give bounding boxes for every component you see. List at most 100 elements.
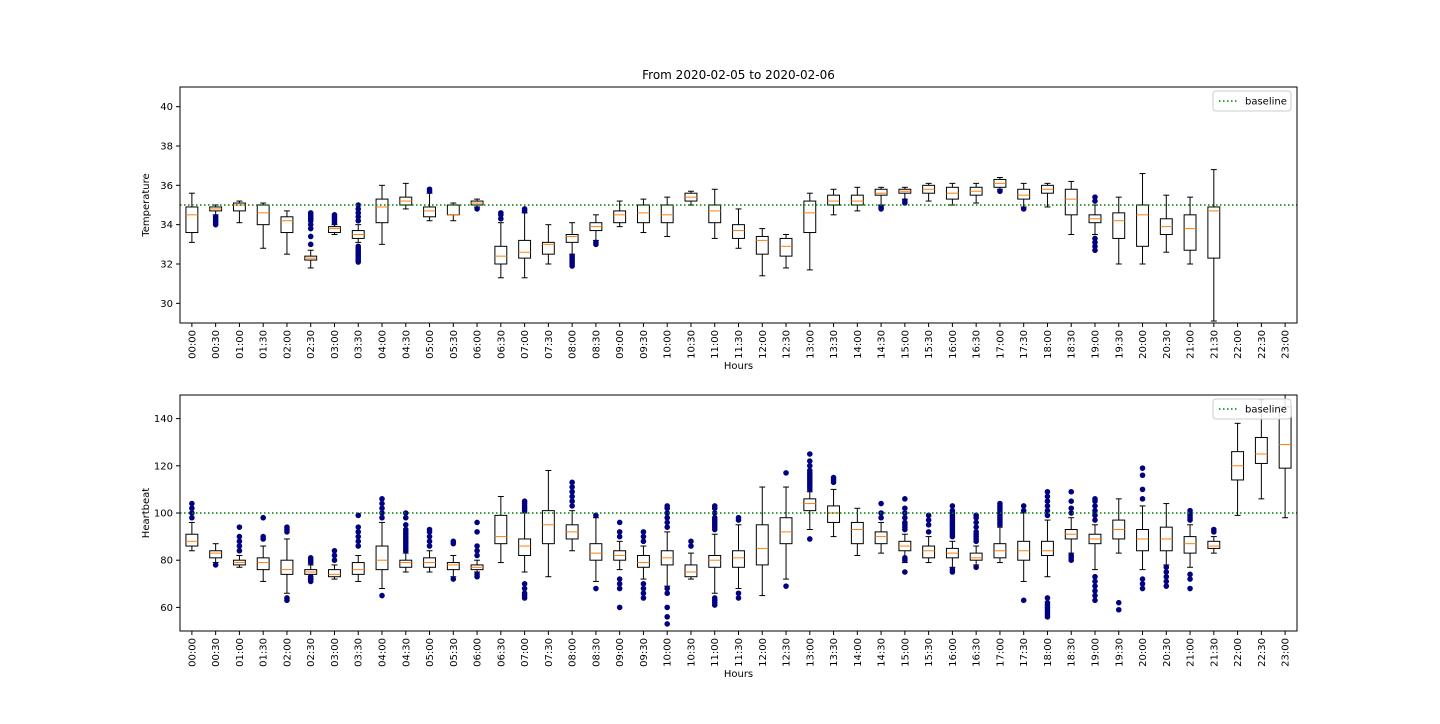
flier-point — [260, 514, 266, 521]
heartbeat-panel: Heartbeat Hours 60 80 100 120 140 00:00 00:30 01:… — [141, 394, 1298, 680]
heartbeat-box-0630 — [494, 495, 508, 564]
flier-point — [379, 592, 385, 599]
temperature-box-0500 — [423, 186, 436, 222]
heartbeat-x-tick-label: 17:00 — [995, 638, 1006, 667]
temperature-x-tick-label: 09:00 — [615, 330, 626, 359]
flier-point — [1044, 498, 1051, 505]
heartbeat-x-tick-label: 02:00 — [282, 638, 293, 667]
box-iqr — [874, 188, 888, 196]
box-iqr — [589, 543, 603, 561]
flier-point — [1187, 507, 1193, 514]
heartbeat-box-1300 — [803, 451, 817, 542]
flier-point — [616, 529, 623, 535]
flier-point — [189, 500, 195, 507]
box-iqr — [732, 224, 745, 239]
heartbeat-box-1230 — [779, 470, 793, 589]
temperature-box-0900 — [613, 200, 627, 228]
heartbeat-x-tick-label: 17:30 — [1019, 638, 1030, 667]
temperature-box-1800 — [1041, 182, 1054, 208]
flier-point — [474, 571, 480, 578]
temperature-x-tick-label: 00:00 — [187, 330, 198, 359]
flier-point — [355, 533, 362, 540]
flier-point — [1139, 496, 1146, 502]
legend-frame — [1212, 90, 1292, 112]
temperature-x-tick-label: 07:30 — [544, 330, 555, 359]
temperature-x-tick-label: 17:00 — [995, 330, 1006, 359]
heartbeat-box-1900 — [1088, 496, 1102, 604]
box-iqr — [1254, 436, 1268, 464]
temperature-x-tick-label: 05:00 — [425, 330, 436, 359]
temperature-y-tick-label: 36 — [160, 181, 173, 192]
flier-point — [236, 547, 243, 554]
box-iqr — [1207, 540, 1221, 549]
flier-point — [569, 493, 575, 500]
heartbeat-x-tick-label: 04:30 — [401, 638, 412, 667]
box-iqr — [708, 204, 722, 224]
flier-point — [379, 500, 385, 507]
heartbeat-box-1100 — [708, 503, 722, 608]
temperature-box-0100 — [232, 200, 246, 224]
heartbeat-box-0430 — [399, 510, 413, 573]
temperature-x-tick-label: 02:00 — [282, 330, 293, 359]
flier-point — [973, 524, 979, 530]
heartbeat-legend: baseline — [1212, 398, 1292, 420]
heartbeat-x-tick-label: 19:00 — [1090, 638, 1101, 667]
flier-point — [521, 590, 528, 597]
flier-point — [640, 595, 647, 601]
flier-point — [806, 451, 813, 457]
flier-point — [949, 566, 956, 573]
box-iqr — [280, 559, 294, 575]
heartbeat-box-2200 — [1231, 422, 1245, 516]
flier-point — [997, 188, 1003, 195]
box-iqr — [684, 564, 698, 578]
flier-point — [1044, 599, 1051, 606]
box-iqr — [613, 210, 627, 224]
temperature-x-tick-label: 16:30 — [972, 330, 983, 359]
flier-point — [1163, 569, 1170, 575]
box-iqr — [850, 521, 864, 545]
legend-frame — [1212, 398, 1292, 420]
flier-point — [1092, 583, 1098, 589]
flier-point — [236, 538, 243, 545]
temperature-box-1930 — [1112, 196, 1126, 265]
temperature-x-tick-label: 19:30 — [1114, 330, 1125, 359]
temperature-y-tick-label: 38 — [160, 142, 173, 153]
flier-point — [640, 590, 647, 597]
box-iqr — [779, 517, 793, 545]
flier-point — [355, 524, 362, 530]
temperature-x-tick-label: 17:30 — [1019, 330, 1030, 359]
box-iqr — [209, 550, 223, 559]
flier-point — [830, 474, 837, 481]
flier-point — [1092, 503, 1098, 509]
heartbeat-x-tick-label: 13:30 — [829, 638, 840, 667]
flier-point — [640, 538, 647, 545]
temperature-x-tick-label: 20:00 — [1138, 330, 1149, 359]
flier-point — [212, 214, 219, 220]
heartbeat-box-1930 — [1112, 498, 1126, 613]
temperature-x-tick-label: 13:00 — [805, 330, 816, 359]
temperature-x-tick-label: 22:00 — [1233, 330, 1244, 359]
box-iqr — [874, 531, 888, 545]
heartbeat-x-tick-label: 21:00 — [1186, 638, 1197, 667]
heartbeat-box-0730 — [541, 470, 555, 578]
flier-point — [616, 533, 623, 540]
temperature-x-tick-label: 19:00 — [1090, 330, 1101, 359]
flier-point — [664, 514, 671, 521]
heartbeat-y-tick-label: 100 — [154, 509, 173, 520]
temperature-x-tick-label: 01:30 — [259, 330, 270, 359]
flier-point — [1092, 597, 1098, 604]
box-iqr — [803, 498, 817, 512]
temperature-box-0730 — [541, 224, 555, 265]
flier-point — [664, 590, 671, 597]
flier-point — [664, 524, 671, 530]
flier-point — [426, 186, 433, 193]
flier-point — [902, 505, 908, 512]
flier-point — [783, 583, 789, 589]
temperature-x-tick-label: 12:00 — [758, 330, 769, 359]
box-iqr — [351, 562, 365, 575]
flier-point — [1044, 595, 1051, 601]
box-iqr — [518, 239, 532, 259]
heartbeat-y-axis-label: Heartbeat — [141, 488, 152, 538]
temperature-x-tick-label: 18:00 — [1043, 330, 1054, 359]
flier-point — [806, 467, 813, 474]
